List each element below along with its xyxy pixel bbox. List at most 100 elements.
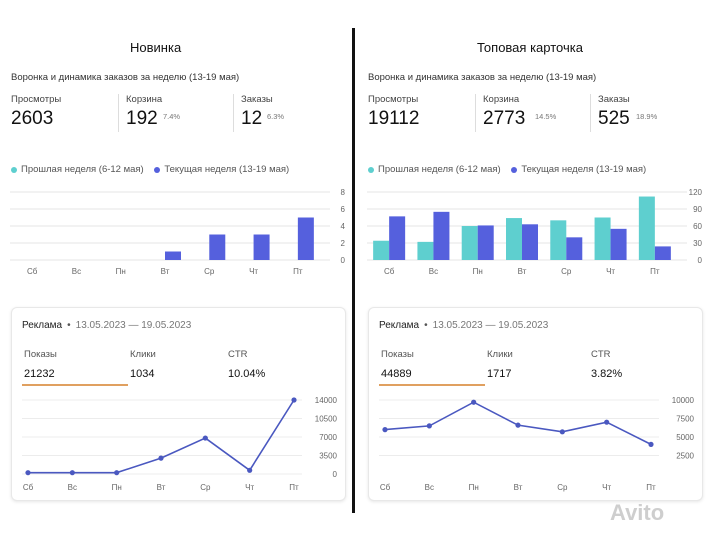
stat-label: Клики: [130, 349, 156, 360]
active-stat-underline: [379, 384, 485, 386]
bar-current-week: [654, 246, 671, 260]
x-tick-label: Пн: [473, 267, 483, 276]
panel-title: Топовая карточка: [477, 40, 583, 55]
funnel-subtitle: Воронка и динамика заказов за неделю (13…: [368, 72, 597, 83]
chart-legend: Прошлая неделя (6-12 мая) Текущая неделя…: [368, 164, 654, 175]
y-tick-label: 120: [689, 188, 703, 197]
stat-clicks: Клики 1717: [487, 349, 513, 380]
x-tick-label: Сб: [23, 483, 34, 492]
x-tick-label: Ср: [204, 267, 215, 276]
metric-cart: Корзина 2773 14.5%: [483, 94, 556, 129]
stat-value: 1034: [130, 368, 155, 380]
series-point: [382, 427, 388, 433]
x-tick-label: Сб: [380, 483, 391, 492]
stat-ctr: CTR 10.04%: [228, 349, 265, 380]
orders-bar-chart: 0 2 4 6 8 Сб Вс Пн Вт Ср Чт Пт: [10, 188, 346, 276]
bar-current-week: [297, 217, 314, 260]
x-tick-label: Пт: [293, 267, 303, 276]
series-point: [247, 467, 253, 473]
x-tick-label: Вс: [68, 483, 77, 492]
y-tick-label: 8: [341, 188, 346, 197]
ad-card: Реклама • 13.05.2023 — 19.05.2023 Показы 2…: [11, 307, 346, 501]
legend-prev-label: Прошлая неделя (6-12 мая): [21, 164, 144, 175]
y-tick-label: 5000: [676, 433, 694, 442]
ad-card: Реклама • 13.05.2023 — 19.05.2023 Показы 4…: [368, 307, 703, 501]
stat-label: CTR: [591, 349, 611, 360]
x-tick-label: Вт: [157, 483, 166, 492]
x-tick-label: Вс: [429, 267, 438, 276]
bar-current-week: [477, 225, 494, 260]
ad-title-label: Реклама: [379, 320, 420, 331]
series-point: [648, 441, 654, 447]
bar-current-week: [522, 224, 538, 260]
y-tick-label: 4: [341, 222, 346, 231]
active-stat-underline: [22, 384, 128, 386]
ad-impressions-line-chart: 2500 5000 7500 10000 Сб Вс Пн Вт Ср Чт Пт: [379, 396, 695, 492]
bar-current-week: [209, 234, 226, 260]
x-tick-label: Пт: [289, 483, 299, 492]
series-point: [69, 470, 75, 476]
metric-percent: 14.5%: [535, 112, 557, 121]
metric-label: Заказы: [598, 94, 630, 105]
metric-label: Просмотры: [11, 94, 62, 105]
stat-value: 1717: [487, 368, 512, 380]
ad-dates: 13.05.2023 — 19.05.2023: [432, 320, 549, 331]
metric-label: Заказы: [241, 94, 273, 105]
x-tick-label: Чт: [602, 483, 611, 492]
legend-curr-label: Текущая неделя (13-19 мая): [521, 164, 647, 175]
metric-value: 192: [126, 108, 158, 129]
legend-curr: Текущая неделя (13-19 мая): [154, 164, 289, 175]
series-point: [426, 423, 432, 429]
x-tick-label: Чт: [606, 267, 615, 276]
right-panel: Топовая карточка Воронка и динамика зака…: [357, 0, 707, 540]
ad-title: Реклама • 13.05.2023 — 19.05.2023: [22, 320, 192, 331]
x-tick-label: Чт: [245, 483, 254, 492]
series-point: [114, 470, 120, 476]
metric-divider: [475, 94, 476, 132]
metric-percent: 6.3%: [267, 112, 285, 121]
orders-bar-chart: 0 30 60 90 120 Сб Вс Пн Вт Ср Чт Пт: [367, 188, 703, 276]
series-point: [202, 435, 208, 441]
legend-dot: [511, 166, 518, 173]
bar-previous-week: [550, 220, 567, 260]
avito-watermark: Avito: [610, 500, 665, 525]
legend-curr-label: Текущая неделя (13-19 мая): [164, 164, 290, 175]
metric-divider: [233, 94, 234, 132]
legend-curr: Текущая неделя (13-19 мая): [511, 164, 646, 175]
bar-previous-week: [461, 226, 478, 260]
funnel-subtitle: Воронка и динамика заказов за неделю (13…: [11, 72, 240, 83]
metric-views: Просмотры 2603: [11, 94, 62, 129]
y-tick-label: 6: [341, 205, 346, 214]
x-tick-label: Пт: [650, 267, 660, 276]
y-tick-label: 30: [693, 239, 702, 248]
ad-dates: 13.05.2023 — 19.05.2023: [75, 320, 192, 331]
series-point: [471, 399, 477, 405]
series-point: [515, 422, 521, 428]
bar-previous-week: [506, 218, 522, 260]
y-tick-label: 0: [698, 256, 703, 265]
metric-label: Просмотры: [368, 94, 419, 105]
y-tick-label: 2: [341, 239, 346, 248]
stat-value: 44889: [381, 368, 412, 380]
x-tick-label: Вт: [161, 267, 170, 276]
y-tick-label: 7000: [319, 433, 337, 442]
x-tick-label: Ср: [557, 483, 568, 492]
bar-previous-week: [373, 240, 390, 260]
stat-clicks: Клики 1034: [130, 349, 156, 380]
x-tick-label: Вс: [72, 267, 81, 276]
x-tick-label: Пн: [116, 267, 126, 276]
metric-cart: Корзина 192 7.4%: [126, 94, 180, 129]
y-tick-label: 3500: [319, 452, 337, 461]
y-tick-label: 2500: [676, 452, 694, 461]
stat-impressions: Показы 21232: [24, 349, 57, 380]
series-line: [28, 399, 295, 474]
x-tick-label: Вт: [514, 483, 523, 492]
legend-prev-label: Прошлая неделя (6-12 мая): [378, 164, 501, 175]
metric-value: 12: [241, 108, 263, 129]
bar-current-week: [389, 216, 406, 260]
bar-previous-week: [417, 241, 434, 260]
metric-value: 2603: [11, 108, 54, 129]
metric-divider: [118, 94, 119, 132]
stat-impressions: Показы 44889: [381, 349, 414, 380]
y-tick-label: 0: [341, 256, 346, 265]
